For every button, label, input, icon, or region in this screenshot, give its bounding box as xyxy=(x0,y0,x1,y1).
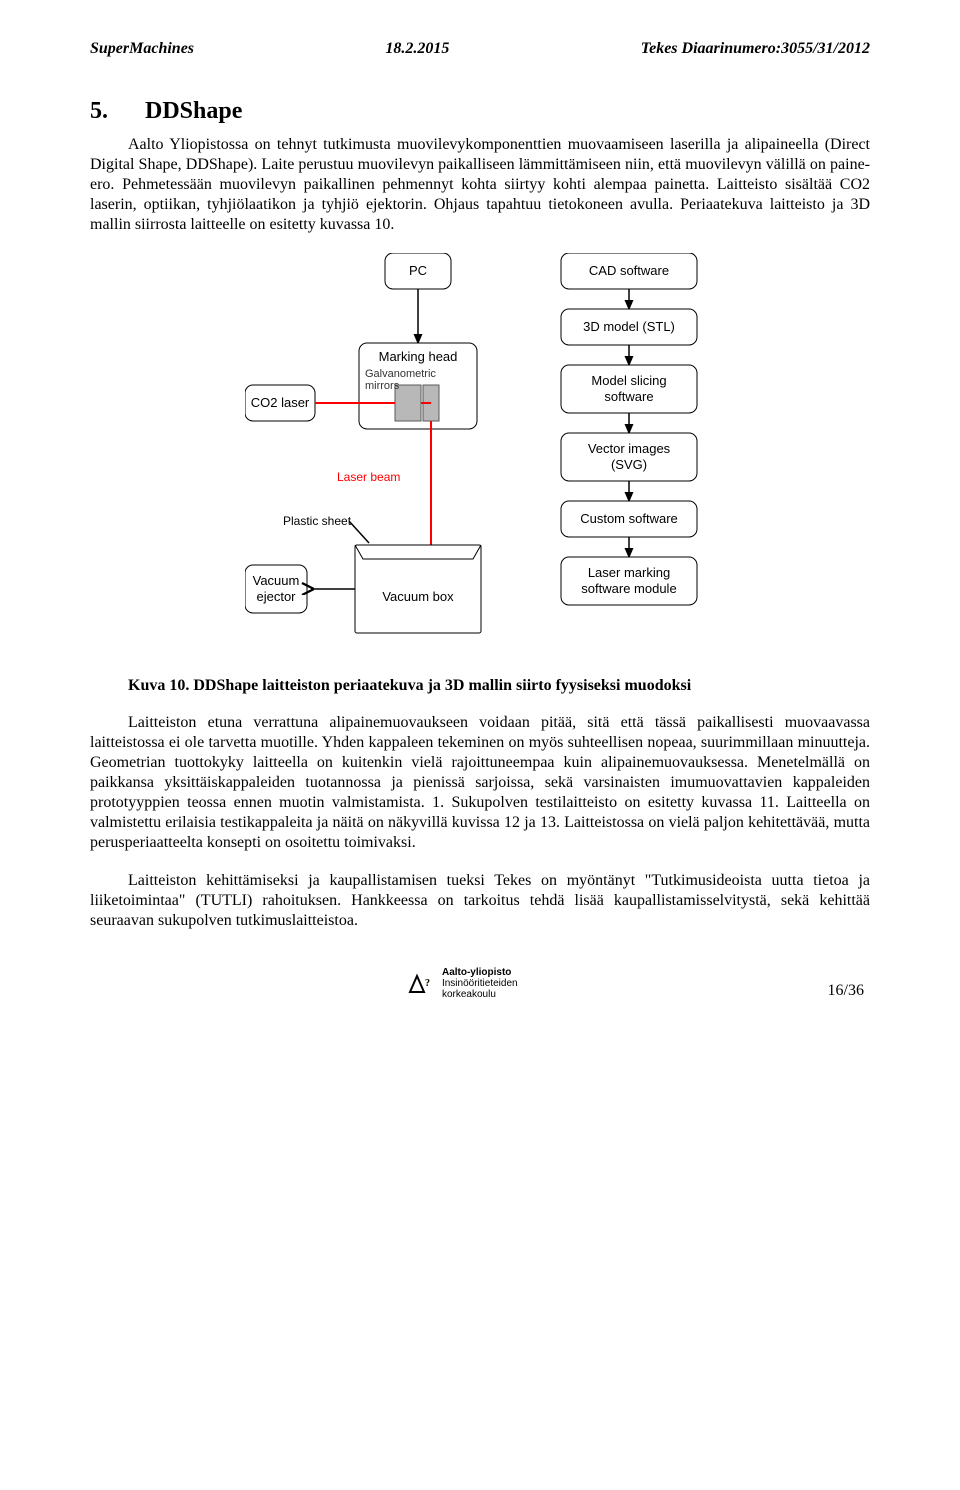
page-header: SuperMachines 18.2.2015 Tekes Diaarinume… xyxy=(90,40,870,58)
section-title: DDShape xyxy=(145,98,242,124)
node-lmsm-label-1: Laser marking xyxy=(588,565,670,580)
logo-text-bottom: Insinööritieteidenkorkeakoulu xyxy=(442,978,518,1000)
header-right: Tekes Diaarinumero:3055/31/2012 xyxy=(641,40,870,58)
node-slicer-label-2: software xyxy=(604,389,653,404)
node-vacuum-box-label: Vacuum box xyxy=(382,589,454,604)
node-svg-label-1: Vector images xyxy=(588,441,671,456)
mirror-label-1: Galvanometric xyxy=(365,368,436,380)
mirror-label-2: mirrors xyxy=(365,380,400,392)
flow-svg: PC Marking head Galvanometric mirrors CO… xyxy=(245,253,715,653)
svg-text:?: ? xyxy=(425,978,430,989)
paragraph-2: Laitteiston etuna verrattuna alipainemuo… xyxy=(90,713,870,853)
paragraph-3: Laitteiston kehittämiseksi ja kaupallist… xyxy=(90,871,870,931)
paragraph-1: Aalto Yliopistossa on tehnyt tutkimusta … xyxy=(90,135,870,235)
flow-diagram: PC Marking head Galvanometric mirrors CO… xyxy=(90,253,870,653)
laser-beam-label: Laser beam xyxy=(337,470,400,484)
node-co2-laser-label: CO2 laser xyxy=(251,395,310,410)
section-heading: 5.DDShape xyxy=(90,98,870,125)
aalto-logo: ? ? Aalto-yliopisto Insinööritieteidenko… xyxy=(406,967,518,1000)
header-left: SuperMachines xyxy=(90,40,194,58)
node-cad-label: CAD software xyxy=(589,263,669,278)
figure-caption: Kuva 10. DDShape laitteiston periaatekuv… xyxy=(90,677,870,695)
page-number: 16/36 xyxy=(828,982,864,1000)
section-number: 5. xyxy=(90,98,145,125)
node-marking-head-label: Marking head xyxy=(379,349,458,364)
node-custom-label: Custom software xyxy=(580,511,678,526)
header-center: 18.2.2015 xyxy=(385,40,449,58)
page-footer: ? ? Aalto-yliopisto Insinööritieteidenko… xyxy=(90,967,870,1000)
node-pc-label: PC xyxy=(409,263,427,278)
node-stl-label: 3D model (STL) xyxy=(583,319,675,334)
node-svg-label-2: (SVG) xyxy=(611,457,647,472)
right-chain: CAD software 3D model (STL) Model slicin… xyxy=(561,253,697,605)
aalto-logo-mark: ? ? xyxy=(406,972,436,996)
node-vacuum-ejector-label-1: Vacuum xyxy=(253,573,300,588)
logo-text-top: Aalto-yliopisto xyxy=(442,967,518,978)
node-lmsm-label-2: software module xyxy=(581,581,676,596)
node-slicer-label-1: Model slicing xyxy=(591,373,666,388)
plastic-sheet-label: Plastic sheet xyxy=(283,514,352,528)
plastic-sheet-pointer xyxy=(349,521,369,543)
node-vacuum-ejector-label-2: ejector xyxy=(256,589,296,604)
